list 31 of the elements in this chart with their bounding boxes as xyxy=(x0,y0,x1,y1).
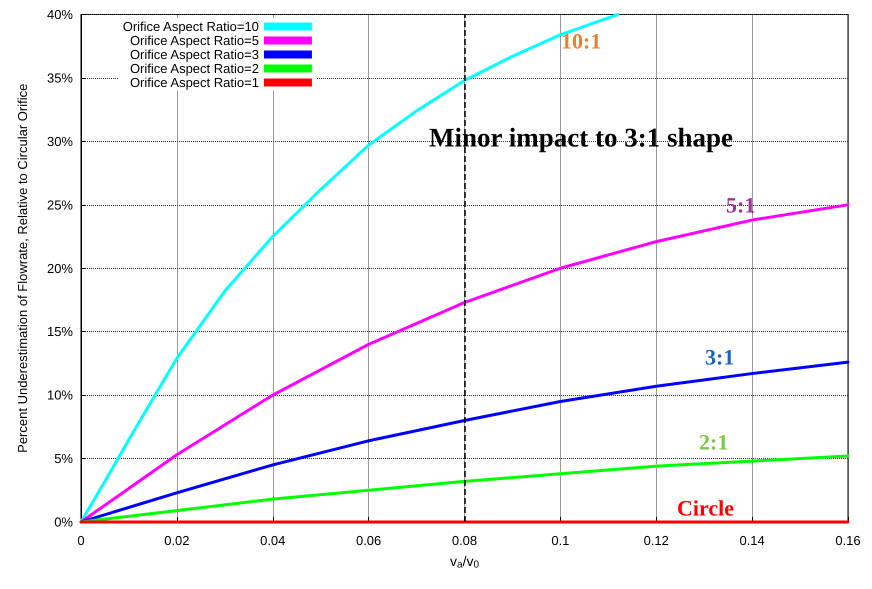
x-tick-label: 0.14 xyxy=(739,533,765,548)
y-tick-label: 10% xyxy=(46,388,74,403)
y-tick-label: 35% xyxy=(46,70,74,86)
x-tick-label: 0.06 xyxy=(356,533,382,548)
line-series xyxy=(80,13,620,524)
legend-label: Orifice Aspect Ratio=5 xyxy=(130,33,259,48)
x-tick-label: 0.1 xyxy=(551,533,570,548)
legend-label: Orifice Aspect Ratio=2 xyxy=(130,61,259,76)
annotation: Minor impact to 3:1 shape xyxy=(429,122,734,152)
annotation: 5:1 xyxy=(726,192,756,218)
annotation: 10:1 xyxy=(561,28,602,54)
y-tick-label: 5% xyxy=(54,451,74,466)
legend-label: Orifice Aspect Ratio=10 xyxy=(122,19,259,34)
y-tick-label: 40% xyxy=(46,7,74,22)
x-tick-label: 0.12 xyxy=(644,533,669,548)
y-axis-title: Percent Underestimation of Flowrate, Relative to Circular Orifice xyxy=(15,84,30,453)
y-tick-label: 15% xyxy=(46,324,74,340)
legend-label: Orifice Aspect Ratio=1 xyxy=(130,75,259,90)
annotation: Circle xyxy=(677,496,734,520)
x-tick-label: 0 xyxy=(77,533,85,548)
x-tick-label: 0.16 xyxy=(835,533,861,548)
annotation: 2:1 xyxy=(699,430,728,454)
legend-label: Orifice Aspect Ratio=3 xyxy=(130,47,259,62)
y-tick-label: 0% xyxy=(54,514,74,530)
x-tick-label: 0.08 xyxy=(452,533,478,548)
y-tick-label: 30% xyxy=(46,134,74,149)
annotation: 3:1 xyxy=(705,344,734,370)
x-tick-label: 0.04 xyxy=(260,533,286,548)
x-tick-label: 0.02 xyxy=(164,533,190,548)
y-tick-label: 20% xyxy=(46,260,74,276)
y-tick-label: 25% xyxy=(46,197,74,212)
